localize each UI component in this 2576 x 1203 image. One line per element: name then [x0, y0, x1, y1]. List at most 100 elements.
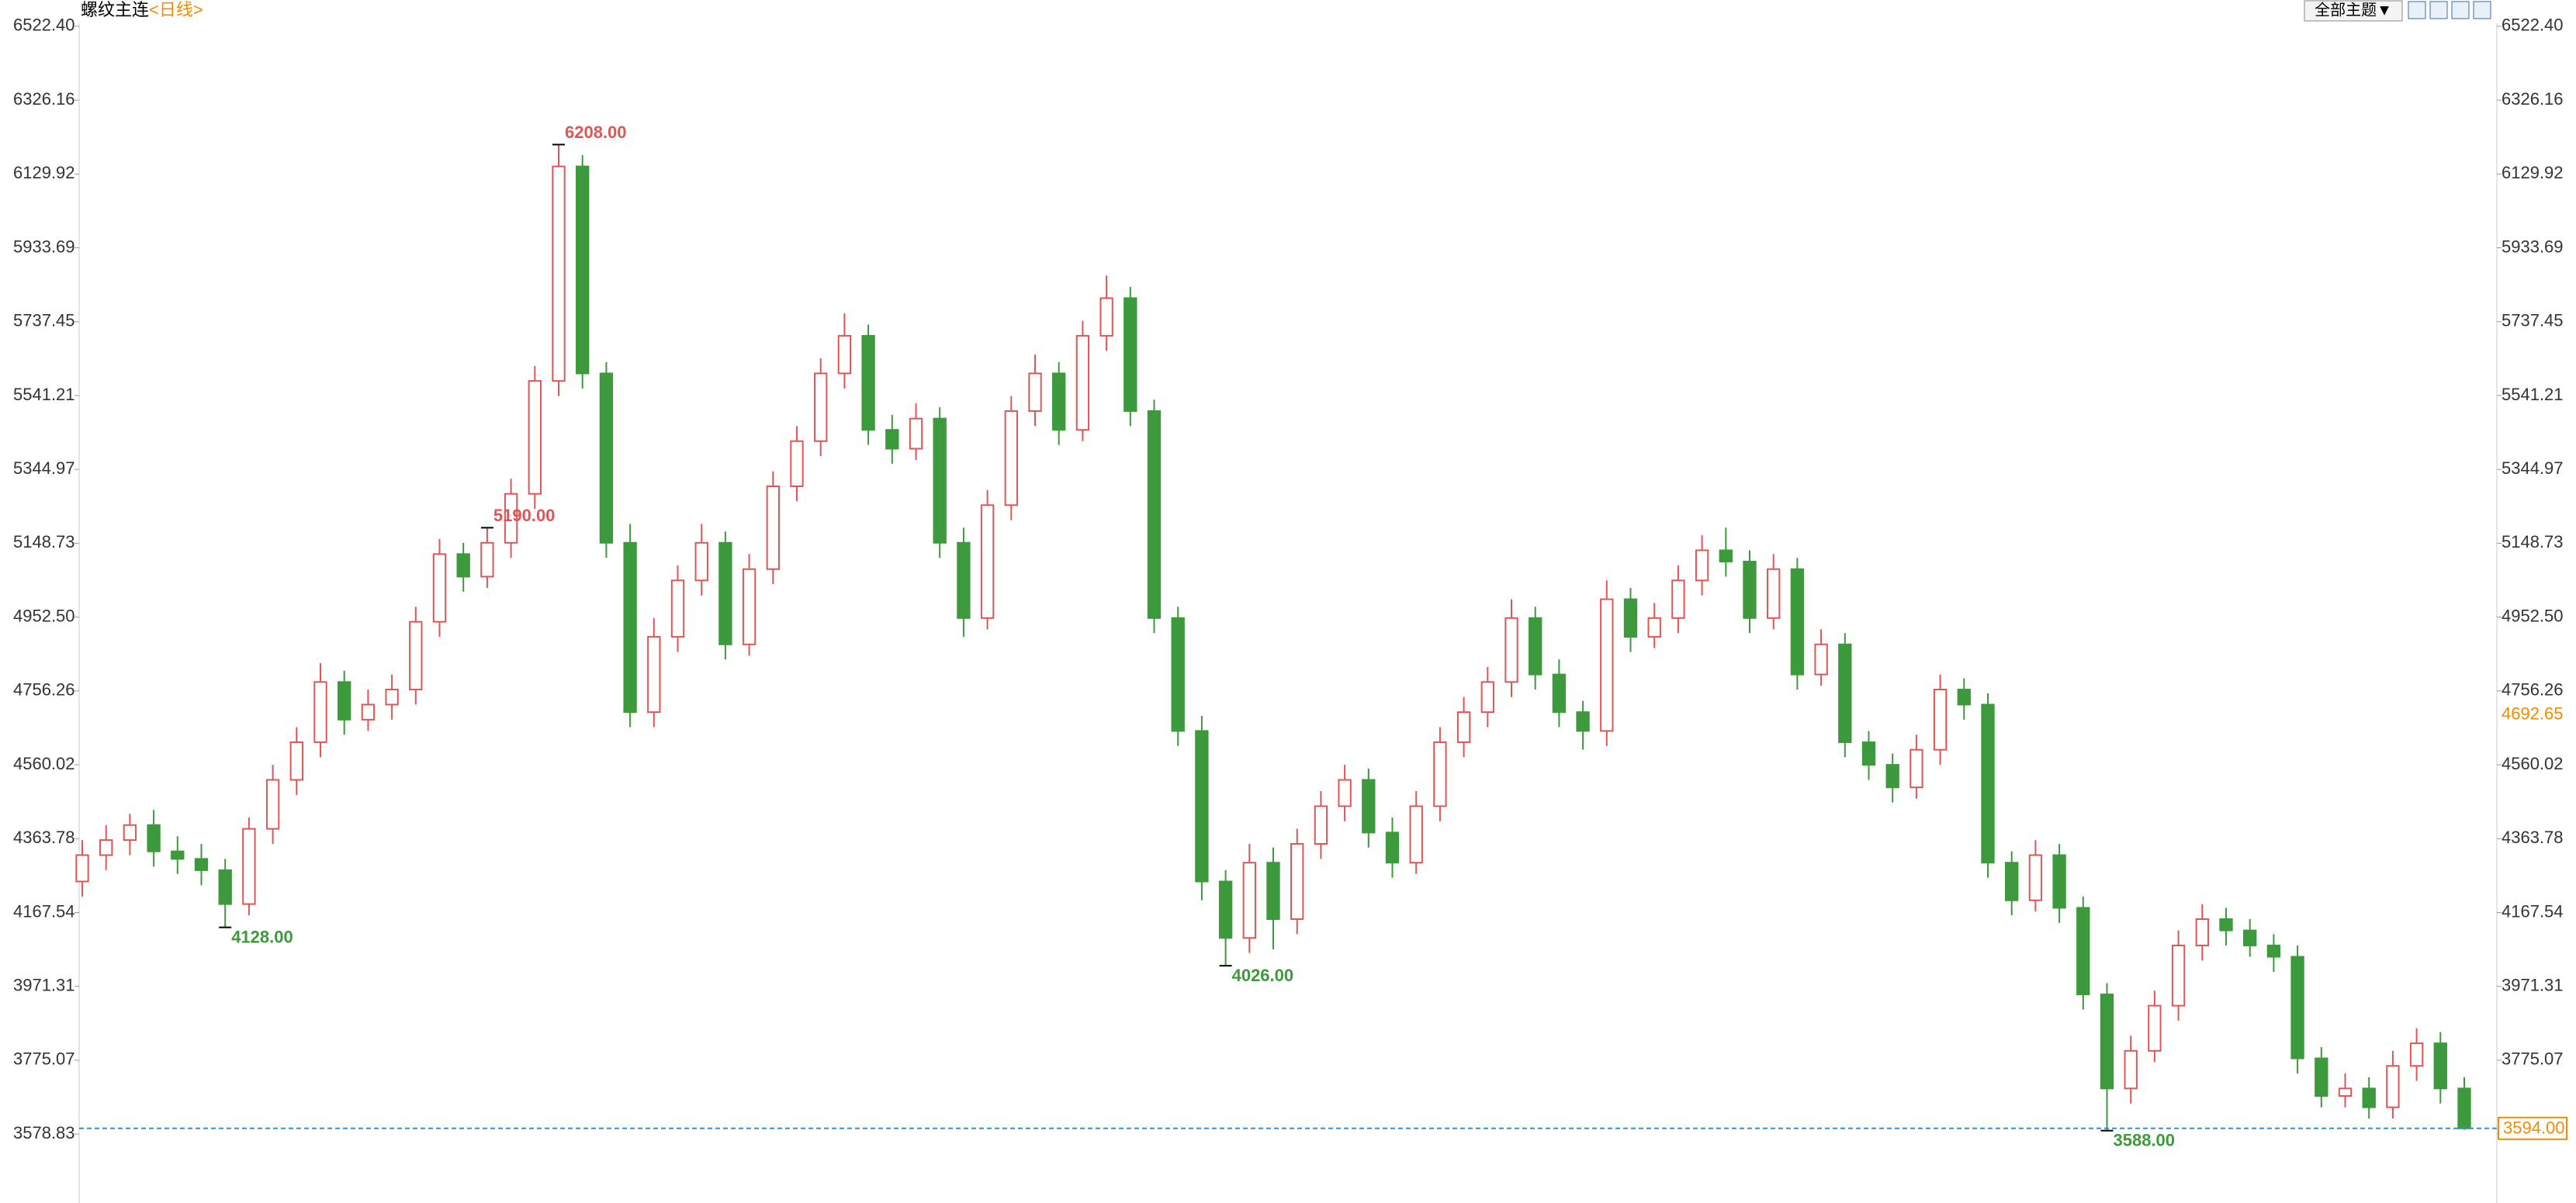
y-tick-label: 5737.45 — [2502, 311, 2564, 330]
y-tick-label: 5737.45 — [13, 311, 75, 330]
y-tick-label: 5148.73 — [2502, 532, 2564, 551]
last-price-label: 3594.00 — [2503, 1118, 2565, 1138]
candle-body — [1719, 549, 1733, 563]
toolbar-icons[interactable] — [2408, 1, 2491, 19]
candle-body — [171, 850, 185, 860]
candle-body — [1504, 617, 1518, 683]
candle-body — [837, 334, 852, 375]
candle-body — [242, 828, 256, 905]
y-tick-label: 5933.69 — [2502, 237, 2564, 256]
icon[interactable] — [2473, 1, 2491, 19]
candle-body — [2290, 956, 2304, 1060]
candle-body — [99, 839, 113, 856]
candle-body — [75, 854, 89, 883]
candle-body — [861, 334, 875, 431]
y-tick-label: 3578.83 — [13, 1123, 75, 1143]
extreme-label: 3588.00 — [2114, 1131, 2176, 1150]
candle-body — [385, 689, 399, 706]
extreme-label: 5190.00 — [493, 506, 556, 525]
y-tick-label: 4560.02 — [13, 754, 75, 773]
candle-body — [1124, 297, 1137, 412]
candle-body — [694, 541, 708, 582]
candle-body — [194, 858, 209, 871]
extreme-label: 4128.00 — [231, 927, 293, 946]
candle-body — [1885, 764, 1899, 789]
candle-body — [957, 541, 971, 619]
y-tick-label: 6326.16 — [2502, 89, 2564, 109]
candle-body — [2195, 918, 2209, 946]
y-tick-label: 4952.50 — [13, 606, 75, 625]
extreme-label: 4026.00 — [1232, 966, 1294, 985]
candle-body — [1576, 711, 1590, 732]
candle-body — [1671, 579, 1685, 619]
y-tick-label: 5148.73 — [13, 532, 75, 551]
icon[interactable] — [2429, 1, 2448, 19]
candle-body — [2457, 1087, 2471, 1129]
candle-body — [1600, 598, 1614, 732]
candle-body — [1695, 549, 1709, 582]
candle-body — [265, 779, 280, 830]
candle-body — [2338, 1087, 2353, 1098]
candle-body — [1242, 862, 1256, 939]
candle-body — [766, 485, 780, 570]
candle-body — [1957, 689, 1971, 706]
candle-body — [1456, 711, 1471, 743]
y-tick-label: 6129.92 — [13, 163, 75, 182]
candle-body — [2148, 1004, 2162, 1052]
candle-body — [2409, 1042, 2424, 1067]
candle-body — [933, 417, 947, 544]
theme-button-box[interactable] — [2304, 0, 2403, 22]
candle-body — [742, 568, 757, 645]
candle-body — [1767, 568, 1781, 619]
candle-body — [528, 380, 542, 495]
candle-body — [1266, 862, 1280, 920]
candle-body — [1480, 681, 1494, 714]
candle-body — [790, 440, 804, 487]
theme-button[interactable]: 全部主题▼ — [2315, 1, 2392, 19]
candle-body — [885, 429, 899, 450]
y-tick-label: 4952.50 — [2502, 606, 2564, 625]
candle-body — [1790, 568, 1805, 676]
last-price-box — [2498, 1116, 2567, 1140]
candle-body — [1171, 617, 1185, 732]
y-tick-label: 4756.26 — [2502, 680, 2564, 700]
candle-body — [909, 417, 923, 450]
y-tick-label: 4363.78 — [13, 828, 75, 847]
candle-body — [480, 541, 494, 578]
icon[interactable] — [2451, 1, 2470, 19]
candle-body — [2362, 1087, 2376, 1108]
candle-body — [1838, 643, 1852, 743]
y-tick-label: 4363.78 — [2502, 828, 2564, 847]
candle-body — [2243, 929, 2257, 946]
y-tick-label: 5541.21 — [13, 385, 75, 404]
candle-body — [1743, 561, 1757, 619]
candle-body — [123, 824, 137, 842]
candle-body — [1861, 741, 1876, 766]
y-tick-label: 4167.54 — [13, 901, 75, 921]
candle-body — [980, 504, 995, 619]
y-tick-label: 5541.21 — [2502, 385, 2564, 404]
candle-body — [1362, 779, 1376, 834]
y-tick-label: 3971.31 — [13, 976, 75, 995]
candle-body — [1552, 673, 1567, 714]
candle-body — [1338, 779, 1352, 807]
candle-body — [147, 824, 161, 852]
candle-body — [2315, 1057, 2328, 1098]
candle-body — [1218, 880, 1233, 939]
chart-subtitle: <日线> — [149, 0, 203, 19]
candle-body — [552, 165, 566, 382]
candle-body — [2266, 944, 2281, 958]
y-tick-label: 3971.31 — [2502, 976, 2564, 995]
candle-body — [1647, 617, 1661, 638]
icon[interactable] — [2408, 1, 2426, 19]
y-tick-label: 3775.07 — [13, 1049, 75, 1069]
candle-body — [576, 165, 590, 375]
y-tick-label: 6522.40 — [13, 16, 75, 35]
candle-body — [1004, 410, 1018, 506]
candle-body — [2005, 862, 2019, 901]
y-tick-label: 3775.07 — [2502, 1049, 2564, 1069]
candle-body — [1314, 805, 1328, 845]
y-tick-label: 5344.97 — [2502, 458, 2564, 478]
